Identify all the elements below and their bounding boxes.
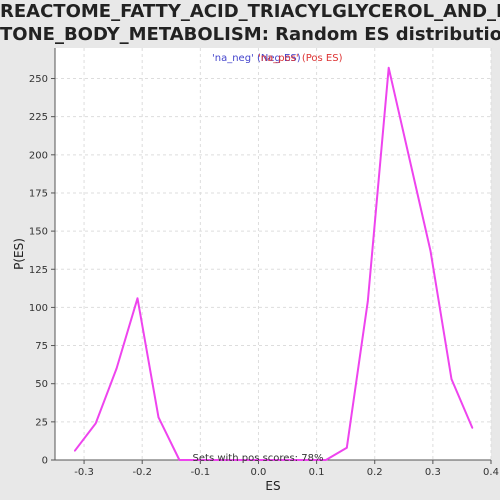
legend-neg: 'na_neg' (Neg ES) (212, 53, 301, 64)
data-point (283, 459, 285, 461)
plot-area (55, 48, 491, 460)
x-tick-label: -0.3 (74, 467, 94, 478)
x-tick-label: -0.2 (132, 467, 152, 478)
y-tick-label: 200 (29, 150, 48, 161)
x-tick-label: 0.2 (367, 467, 383, 478)
data-point (387, 67, 390, 69)
x-tick-label: 0.3 (425, 467, 441, 478)
data-point (262, 459, 264, 461)
y-tick-label: 0 (42, 456, 48, 467)
data-point (73, 450, 76, 452)
es-distribution-line (74, 66, 474, 461)
legend-pos: 'na_pos' (Pos ES) (258, 53, 343, 64)
y-tick-label: 225 (29, 112, 48, 123)
x-tick-label: 0.1 (309, 467, 325, 478)
data-point (304, 459, 306, 461)
y-tick-label: 75 (35, 341, 48, 352)
data-point (366, 300, 369, 303)
data-point (136, 297, 139, 300)
data-point (94, 422, 97, 425)
data-point (450, 378, 453, 380)
x-tick-label: 0.0 (251, 467, 267, 478)
data-point (325, 459, 327, 461)
x-axis-label: ES (265, 479, 280, 493)
axis-ticks: 0 25 50 75 100 125 150 175 200 225 250 -0.3 -0.2 -0.1… (29, 74, 499, 478)
chart-title: REACTOME_FATTY_ACID_TRIACYLGLYCEROL_AND_… (0, 0, 500, 46)
data-point (346, 446, 348, 449)
chart-title-line-1: REACTOME_FATTY_ACID_TRIACYLGLYCEROL_AND_… (0, 1, 500, 22)
x-tick-label: 0.4 (483, 467, 499, 478)
y-tick-label: 25 (35, 417, 48, 428)
y-tick-label: 250 (29, 74, 48, 85)
data-point (471, 427, 474, 429)
data-point (429, 250, 432, 252)
chart-title-line-2: TONE_BODY_METABOLISM: Random ES distribu… (0, 24, 500, 45)
x-tick-label: -0.1 (191, 467, 211, 478)
data-point (115, 367, 118, 370)
y-tick-label: 125 (29, 265, 48, 276)
y-axis-label: P(ES) (12, 238, 26, 270)
data-point (178, 459, 181, 461)
series-layer (73, 66, 474, 461)
y-tick-label: 175 (29, 188, 48, 199)
grid-lines (55, 48, 492, 461)
y-tick-label: 100 (29, 303, 48, 314)
pos-scores-annotation: Sets with pos scores: 78% (193, 453, 324, 464)
y-tick-label: 50 (35, 379, 48, 390)
data-point (199, 459, 202, 461)
y-tick-label: 150 (29, 227, 48, 238)
data-point (157, 416, 160, 419)
data-point (408, 158, 411, 161)
data-point (241, 459, 243, 461)
data-point (220, 459, 223, 461)
